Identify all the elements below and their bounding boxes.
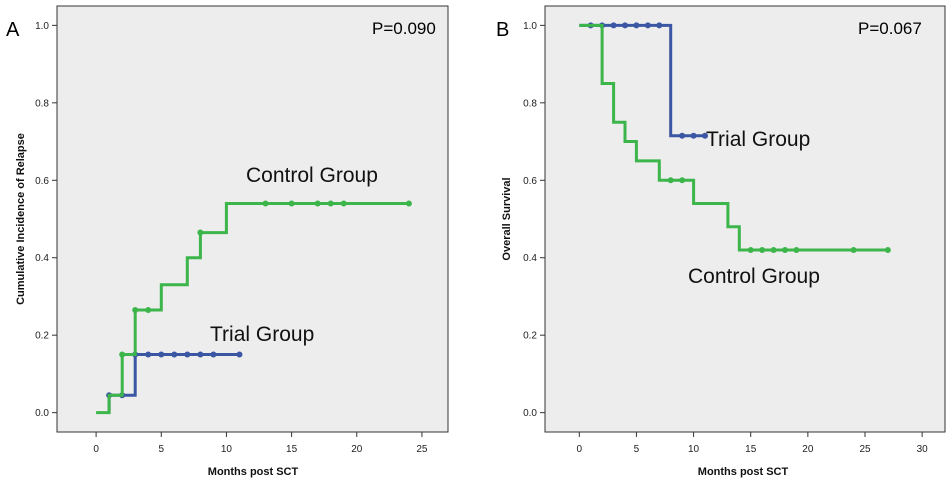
panel-a-trial-group-censor-mark xyxy=(145,351,152,358)
panel-b-x-tick-label: 15 xyxy=(745,444,757,455)
panel-b-x-axis-title: Months post SCT xyxy=(698,466,789,478)
panel-b-trial-group-censor-mark xyxy=(610,22,617,29)
panel-b-series xyxy=(579,22,891,253)
panel-a-control-group-censor-mark xyxy=(340,200,347,207)
panel-b-x-tick-label: 20 xyxy=(802,444,814,455)
panel-a-trial-group-label: Trial Group xyxy=(210,323,314,346)
panel-a-control-group-censor-mark xyxy=(314,200,321,207)
panel-b-x-tick-label: 30 xyxy=(917,444,929,455)
panel-a-y-tick-label: 0.0 xyxy=(35,408,49,419)
panel-a-y-tick-label: 0.4 xyxy=(35,253,49,264)
panel-b-control-group-censor-mark xyxy=(770,246,777,253)
panel-b-trial-group-censor-mark xyxy=(622,22,628,29)
panel-b-y-tick-label: 0.6 xyxy=(523,176,537,187)
panel-a-control-group-censor-mark xyxy=(197,229,204,236)
panel-a-y-tick-label: 1.0 xyxy=(35,21,49,32)
panel-b-x-tick-label: 5 xyxy=(634,444,640,455)
panel-a: A P=0.090 0 5 10 15 20 25 0.0 0.2 0.4 0.6 0.8 1.0 M… xyxy=(6,5,449,478)
panel-b-trial-group-censor-mark xyxy=(690,132,697,139)
panel-a-control-group-censor-mark xyxy=(119,351,126,358)
panel-b-trial-group-censor-mark xyxy=(633,22,640,29)
panel-b-control-group-censor-mark xyxy=(884,246,891,253)
panel-letter-b: B xyxy=(496,19,509,41)
panel-a-control-group-censor-mark xyxy=(327,200,334,207)
panel-b-trial-group-censor-mark xyxy=(644,22,651,29)
panel-a-x-axis-title: Months post SCT xyxy=(208,466,299,478)
panel-a-y-tick-label: 0.8 xyxy=(35,98,49,109)
panel-a-control-group-curve xyxy=(96,202,409,415)
panel-a-axes: 0 5 10 15 20 25 0.0 0.2 0.4 0.6 0.8 1.0 xyxy=(35,21,428,455)
panel-b-y-tick-label: 0.8 xyxy=(523,98,537,109)
panel-a-x-tick-label: 15 xyxy=(286,444,298,455)
panel-a-trial-group-censor-mark xyxy=(184,351,191,358)
panel-b-control-group-curve xyxy=(579,23,888,252)
panel-b-control-group-censor-mark xyxy=(667,177,674,184)
panel-a-x-tick-label: 0 xyxy=(93,444,99,455)
panel-b-y-axis-title: Overall Survival xyxy=(501,177,513,260)
panel-b-trial-group-label: Trial Group xyxy=(706,128,810,151)
panel-a-series xyxy=(96,200,412,415)
panel-a-control-group-label: Control Group xyxy=(246,164,378,187)
panel-a-control-group-censor-mark xyxy=(132,307,139,314)
panel-b-trial-group-censor-mark xyxy=(656,22,663,29)
panel-a-trial-group-censor-mark xyxy=(210,351,217,358)
panel-a-y-axis-title: Cumulative Incidence of Relapse xyxy=(15,133,27,305)
panel-b-control-group-censor-mark xyxy=(850,246,857,253)
panel-a-control-group-censor-mark xyxy=(262,200,269,207)
panel-b-y-tick-label: 0.4 xyxy=(523,253,537,264)
panel-b-control-group-censor-mark xyxy=(759,246,766,253)
panel-b-p-value: P=0.067 xyxy=(858,19,922,38)
panel-a-control-group-censor-mark xyxy=(405,200,412,207)
panel-b-control-group-label: Control Group xyxy=(688,265,820,288)
panel-b: B P=0.067 0 5 10 15 20 25 30 0.0 0.2 0.4 0.6 0.8 1.0… xyxy=(496,5,946,478)
panel-b-plot-area xyxy=(544,5,946,433)
panel-b-x-tick-label: 25 xyxy=(859,444,871,455)
panel-a-x-tick-label: 20 xyxy=(351,444,363,455)
panel-b-x-tick-label: 10 xyxy=(688,444,700,455)
panel-a-p-value: P=0.090 xyxy=(372,19,436,38)
panel-a-x-tick-label: 10 xyxy=(221,444,233,455)
panel-a-x-tick-label: 25 xyxy=(416,444,428,455)
panel-b-control-group-censor-mark xyxy=(679,177,686,184)
panel-b-trial-group-censor-mark xyxy=(679,132,686,139)
panel-a-trial-group-censor-mark xyxy=(197,351,204,358)
panel-b-y-tick-label: 0.2 xyxy=(523,331,537,342)
panel-a-y-tick-label: 0.2 xyxy=(35,331,49,342)
panel-a-control-group-censor-mark xyxy=(288,200,295,207)
panel-a-y-tick-label: 0.6 xyxy=(35,176,49,187)
panel-a-x-tick-label: 5 xyxy=(158,444,164,455)
panel-b-y-tick-label: 0.0 xyxy=(523,408,537,419)
panel-b-control-group-censor-mark xyxy=(747,246,754,253)
panel-a-trial-group-censor-mark xyxy=(158,351,165,358)
panel-b-trial-group-censor-mark xyxy=(702,132,708,139)
panel-b-y-tick-label: 1.0 xyxy=(523,21,537,32)
panel-a-trial-group-censor-mark xyxy=(236,351,243,358)
panel-a-trial-group-censor-mark xyxy=(171,351,178,358)
panel-b-x-tick-label: 0 xyxy=(577,444,583,455)
panel-letter-a: A xyxy=(6,19,20,41)
panel-b-control-group-censor-mark xyxy=(793,246,800,253)
panel-b-axes: 0 5 10 15 20 25 30 0.0 0.2 0.4 0.6 0.8 1.0 xyxy=(523,21,928,455)
panel-a-control-group-censor-mark xyxy=(145,307,152,314)
panel-b-control-group-censor-mark xyxy=(782,246,788,253)
panel-a-plot-area xyxy=(56,5,449,433)
